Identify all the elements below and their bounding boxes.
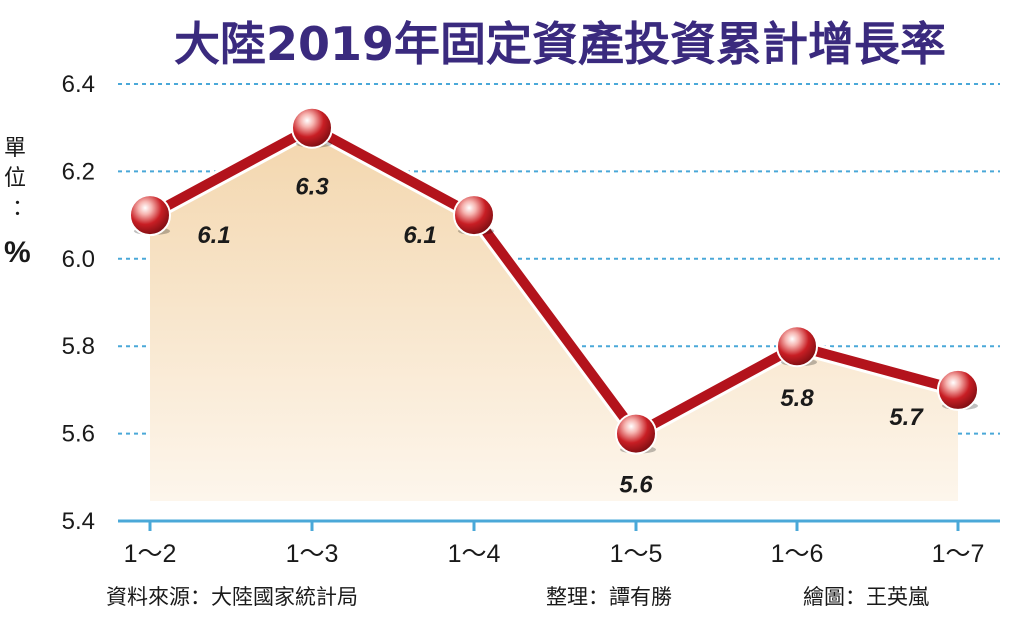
- series-line: [142, 119, 966, 442]
- data-point: [453, 194, 495, 237]
- y-axis-ticks: 5.4 5.6 5.8 6.0 6.2 6.4: [62, 71, 95, 535]
- x-axis: [118, 519, 1000, 531]
- artist-credit: 繪圖：王英嵐: [803, 585, 929, 609]
- y-tick-label: 6.4: [62, 71, 95, 98]
- x-tick-label: 1～5: [610, 540, 663, 568]
- data-point: [291, 106, 333, 149]
- source-credit: 資料來源：大陸國家統計局: [106, 585, 358, 609]
- data-point-marker: [453, 194, 495, 237]
- data-point: [129, 194, 171, 237]
- x-tick-label: 1～2: [124, 540, 177, 568]
- series-markers: [129, 106, 979, 455]
- data-label: 5.6: [619, 472, 653, 499]
- data-label: 5.7: [889, 404, 924, 431]
- x-tick-label: 1～4: [448, 540, 501, 568]
- y-tick-label: 5.4: [62, 508, 95, 535]
- y-tick-label: 6.2: [62, 158, 95, 185]
- data-label: 6.1: [403, 222, 436, 249]
- area-fill-path: [150, 127, 958, 501]
- unit-label-text: 單位：: [4, 136, 34, 221]
- area-fill: [150, 127, 958, 501]
- unit-label: 單位： %: [4, 136, 34, 269]
- chart-title: 大陸2019年固定資產投資累計增長率: [174, 17, 946, 71]
- x-tick-label: 1～7: [932, 540, 985, 568]
- data-point-marker: [129, 194, 171, 237]
- x-tick-label: 1～6: [771, 540, 824, 568]
- data-labels: 6.1 6.3 6.1 5.6 5.8 5.7: [197, 174, 924, 499]
- editor-credit: 整理：譚有勝: [546, 585, 672, 609]
- data-point-marker: [937, 368, 979, 411]
- data-point: [937, 368, 979, 411]
- data-label: 5.8: [780, 385, 814, 412]
- y-tick-label: 5.6: [62, 421, 95, 448]
- x-axis-ticks: 1～2 1～3 1～4 1～5 1～6 1～7: [124, 540, 985, 568]
- data-point-marker: [615, 412, 657, 455]
- series-line-path: [145, 122, 963, 439]
- y-tick-label: 5.8: [62, 333, 95, 360]
- data-point-marker: [776, 325, 818, 368]
- data-point: [776, 325, 818, 368]
- unit-percent-symbol: %: [4, 236, 31, 269]
- data-label: 6.1: [197, 222, 230, 249]
- data-point-marker: [291, 106, 333, 149]
- data-point: [615, 412, 657, 455]
- y-tick-label: 6.0: [62, 246, 95, 273]
- x-tick-label: 1～3: [286, 540, 339, 568]
- data-label: 6.3: [295, 174, 329, 201]
